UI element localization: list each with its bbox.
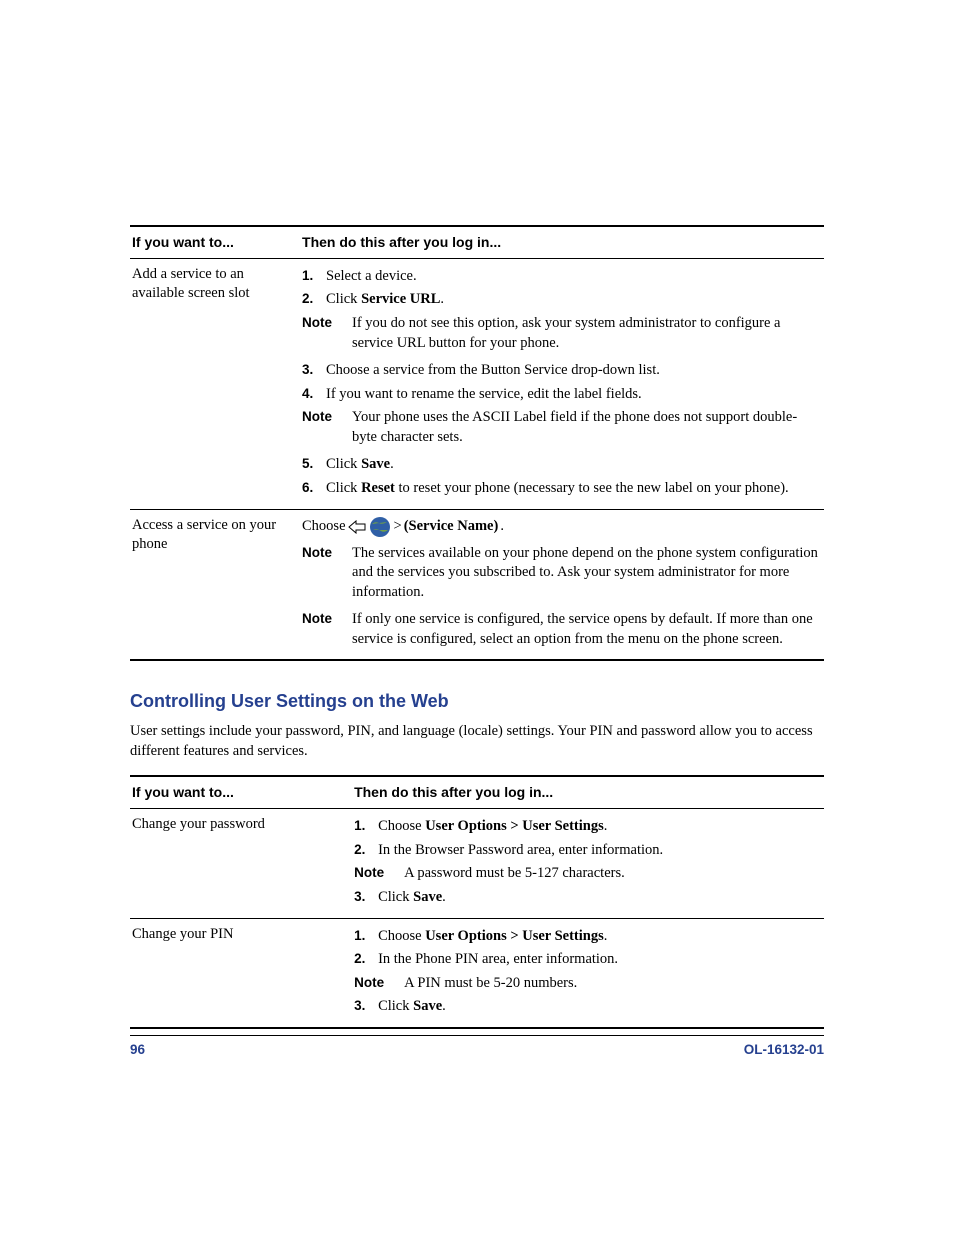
table-row: Access a service on your phone Choose [130,509,824,660]
section-heading: Controlling User Settings on the Web [130,691,824,712]
steps-cell: 1.Choose User Options > User Settings. 2… [352,918,824,1028]
table1-header-left: If you want to... [130,226,300,258]
steps-cell: 1.Choose User Options > User Settings. 2… [352,809,824,918]
step-text: Click Save. [326,455,820,475]
step-text: In the Browser Password area, enter info… [378,841,820,861]
note-text: If only one service is configured, the s… [352,610,820,649]
service-procedures-table: If you want to... Then do this after you… [130,225,824,661]
globe-icon [369,516,391,538]
step-number: 1. [302,267,326,287]
step-text: If you want to rename the service, edit … [326,385,820,405]
table2-header-right: Then do this after you log in... [352,776,824,808]
step-text: Click Reset to reset your phone (necessa… [326,479,820,499]
note-label: Note [302,314,352,353]
steps-cell: Choose > (Service Name). [300,509,824,660]
step-text: Click Service URL. [326,290,820,310]
step-text: Choose User Options > User Settings. [378,927,820,947]
step-number: 1. [354,927,378,947]
page-footer: 96 OL-16132-01 [130,1035,824,1057]
section-paragraph: User settings include your password, PIN… [130,722,824,761]
user-settings-table: If you want to... Then do this after you… [130,775,824,1028]
task-cell: Change your password [130,809,352,918]
note-label: Note [354,974,404,994]
step-text: Choose User Options > User Settings. [378,817,820,837]
document-page: If you want to... Then do this after you… [0,0,954,1235]
step-number: 3. [302,361,326,381]
arrow-left-outline-icon [348,520,366,534]
note-text: If you do not see this option, ask your … [352,314,820,353]
steps-cell: 1.Select a device. 2.Click Service URL. … [300,258,824,509]
table2-header-left: If you want to... [130,776,352,808]
note-label: Note [302,610,352,649]
page-number: 96 [130,1042,145,1057]
task-cell: Change your PIN [130,918,352,1028]
table-row: Change your PIN 1.Choose User Options > … [130,918,824,1028]
choose-line: Choose > (Service Name). [302,516,820,538]
note-text: The services available on your phone dep… [352,544,820,603]
step-number: 5. [302,455,326,475]
document-id: OL-16132-01 [744,1042,824,1057]
step-number: 1. [354,817,378,837]
note-label: Note [302,408,352,447]
step-text: In the Phone PIN area, enter information… [378,950,820,970]
step-text: Click Save. [378,997,820,1017]
step-text: Click Save. [378,888,820,908]
note-label: Note [354,864,404,884]
note-text: A PIN must be 5-20 numbers. [404,974,820,994]
table-row: Change your password 1.Choose User Optio… [130,809,824,918]
step-number: 2. [354,841,378,861]
step-number: 4. [302,385,326,405]
step-text: Select a device. [326,267,820,287]
table-row: Add a service to an available screen slo… [130,258,824,509]
step-number: 3. [354,888,378,908]
step-text: Choose a service from the Button Service… [326,361,820,381]
task-cell: Access a service on your phone [130,509,300,660]
step-number: 2. [302,290,326,310]
step-number: 3. [354,997,378,1017]
note-text: Your phone uses the ASCII Label field if… [352,408,820,447]
note-text: A password must be 5-127 characters. [404,864,820,884]
table1-header-right: Then do this after you log in... [300,226,824,258]
step-number: 2. [354,950,378,970]
task-cell: Add a service to an available screen slo… [130,258,300,509]
note-label: Note [302,544,352,603]
step-number: 6. [302,479,326,499]
